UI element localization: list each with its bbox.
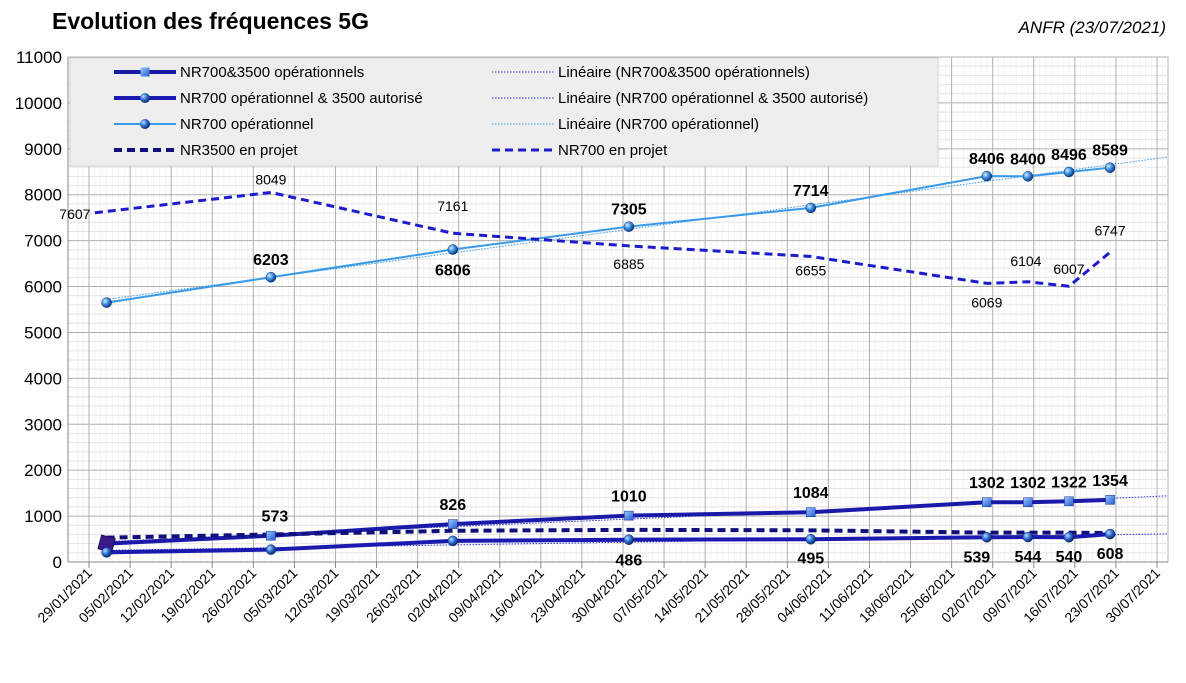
data-label: 6806 — [435, 263, 471, 280]
data-point — [1022, 171, 1034, 182]
data-label: 6007 — [1053, 261, 1084, 277]
legend-label: NR700 opérationnel & 3500 autorisé — [180, 90, 423, 107]
data-point — [1063, 531, 1075, 543]
data-point — [805, 202, 817, 214]
data-point — [1104, 162, 1116, 173]
data-label: 7607 — [59, 206, 90, 222]
legend-label: Linéaire (NR700 opérationnel & 3500 auto… — [558, 90, 868, 107]
data-label: 8406 — [969, 151, 1005, 168]
data-label: 6069 — [971, 294, 1002, 310]
data-label: 486 — [616, 553, 643, 570]
data-point — [982, 497, 992, 507]
y-tick-label: 8000 — [24, 186, 62, 205]
data-point — [101, 297, 112, 308]
legend-item: NR700 en projet — [492, 142, 668, 159]
series-line — [94, 190, 1112, 288]
data-label: 6203 — [253, 252, 289, 269]
legend-item: NR700&3500 opérationnels — [114, 64, 364, 81]
legend-marker — [140, 119, 150, 129]
data-label: 7161 — [437, 198, 468, 214]
series-line — [106, 527, 1111, 540]
data-label: 6655 — [795, 262, 826, 278]
legend-label: Linéaire (NR700&3500 opérationnels) — [558, 64, 810, 81]
data-label: 544 — [1015, 549, 1042, 566]
data-point — [101, 547, 112, 558]
data-label: 8496 — [1051, 147, 1087, 164]
y-tick-label: 10000 — [15, 94, 62, 113]
legend-box — [69, 57, 939, 167]
chart-source: ANFR (23/07/2021) — [1018, 18, 1166, 37]
data-point — [981, 170, 993, 182]
data-point — [805, 534, 817, 545]
legend-label: NR700 en projet — [558, 142, 668, 159]
data-point — [1022, 531, 1034, 543]
y-tick-label: 1000 — [24, 507, 62, 526]
data-point — [447, 535, 459, 547]
data-label: 6747 — [1094, 222, 1125, 238]
data-point — [1105, 495, 1115, 505]
chart-title: Evolution des fréquences 5G — [52, 8, 369, 34]
data-label: 539 — [963, 549, 990, 566]
legend-label: NR3500 en projet — [180, 142, 298, 159]
data-label: 573 — [262, 509, 289, 526]
y-tick-label: 5000 — [24, 323, 62, 342]
data-point — [1104, 528, 1116, 540]
legend-item: Linéaire (NR700 opérationnel & 3500 auto… — [492, 90, 868, 107]
data-label: 1354 — [1092, 473, 1128, 490]
data-label: 8589 — [1092, 143, 1128, 160]
data-point — [806, 507, 816, 517]
legend-label: Linéaire (NR700 opérationnel) — [558, 116, 759, 133]
legend-marker — [140, 93, 150, 103]
data-point — [624, 510, 634, 521]
data-label: 7305 — [611, 202, 647, 219]
y-tick-label: 9000 — [24, 140, 62, 159]
legend-item: Linéaire (NR700 opérationnel) — [492, 116, 759, 133]
data-label: 495 — [797, 550, 824, 567]
data-label: 608 — [1097, 546, 1124, 563]
data-point — [623, 534, 635, 545]
data-label: 6885 — [613, 256, 644, 272]
data-point — [447, 244, 459, 255]
y-tick-label: 11000 — [16, 48, 62, 67]
data-point — [1063, 166, 1075, 178]
legend-marker — [140, 67, 150, 77]
y-tick-label: 7000 — [24, 232, 62, 251]
data-point — [265, 544, 277, 555]
y-tick-label: 6000 — [24, 278, 62, 297]
legend-label: NR700&3500 opérationnels — [180, 64, 364, 81]
data-label: 7714 — [793, 183, 829, 200]
legend-item: NR3500 en projet — [114, 142, 298, 159]
data-label: 6104 — [1010, 253, 1041, 269]
data-point — [623, 221, 635, 232]
y-tick-label: 0 — [53, 553, 62, 572]
data-label: 540 — [1056, 549, 1083, 566]
y-tick-label: 4000 — [24, 369, 62, 388]
data-label: 1322 — [1051, 474, 1087, 491]
data-label: 1302 — [1010, 475, 1046, 492]
data-point — [1023, 497, 1033, 507]
data-point — [448, 519, 458, 529]
data-point — [1064, 496, 1074, 507]
data-label: 1084 — [793, 485, 829, 502]
legend-label: NR700 opérationnel — [180, 116, 313, 133]
data-label: 1010 — [611, 489, 647, 506]
data-label: 8400 — [1010, 151, 1046, 168]
data-label: 826 — [439, 497, 466, 514]
legend-item: Linéaire (NR700&3500 opérationnels) — [492, 64, 810, 81]
data-label: 8049 — [255, 171, 286, 187]
legend-item: NR700 opérationnel — [114, 116, 313, 133]
data-point — [266, 530, 276, 541]
legend-item: NR700 opérationnel & 3500 autorisé — [114, 90, 423, 107]
y-tick-label: 3000 — [24, 415, 62, 434]
data-label: 1302 — [969, 475, 1005, 492]
y-tick-label: 2000 — [24, 461, 62, 480]
data-point — [981, 532, 993, 543]
data-point — [265, 271, 277, 283]
